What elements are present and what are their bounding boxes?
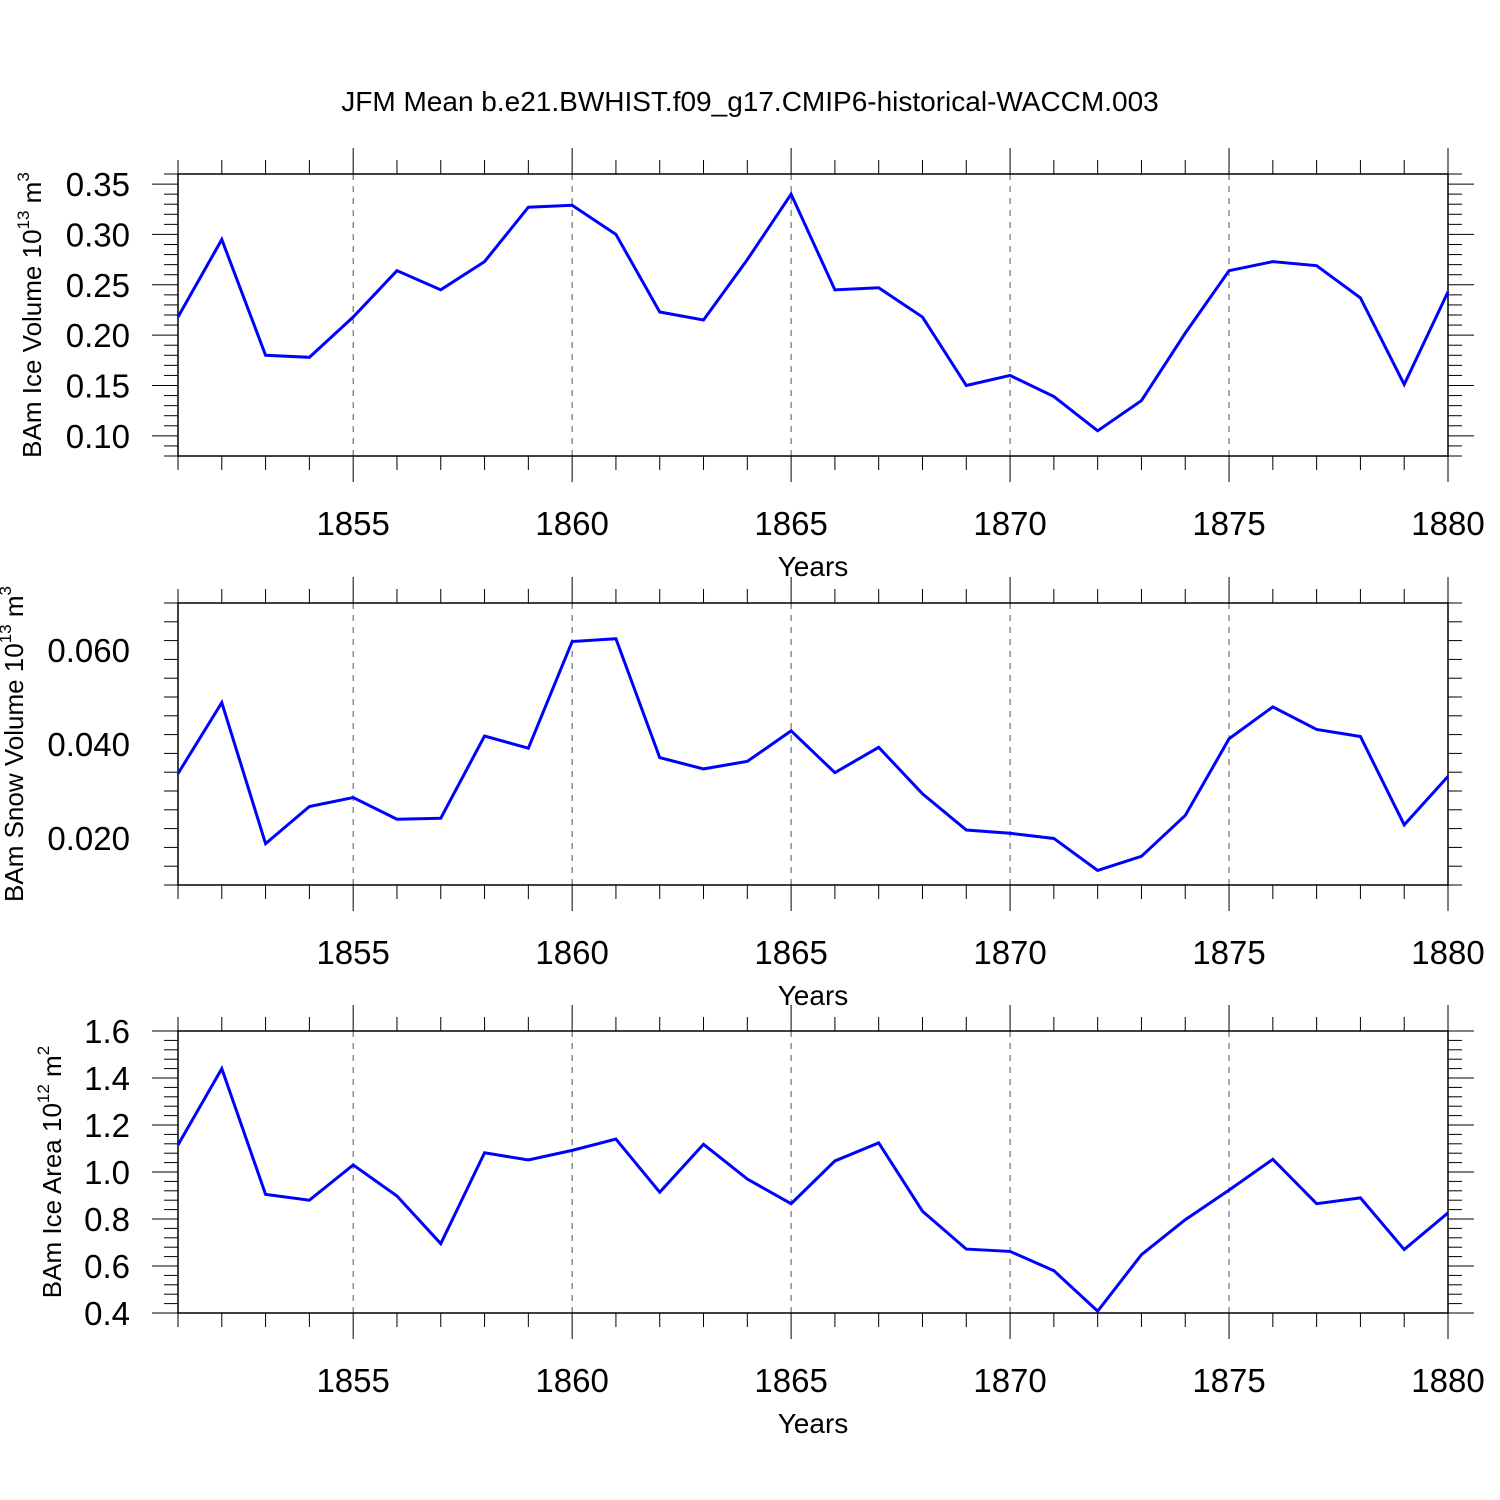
- x-tick-label: 1860: [535, 505, 608, 542]
- y-tick-label: 0.10: [66, 418, 130, 455]
- y-tick-label: 0.6: [84, 1248, 130, 1285]
- y-axis-label: BAm Snow Volume 1013 m3: [0, 586, 29, 902]
- x-tick-label: 1880: [1411, 505, 1484, 542]
- y-axis-label: BAm Ice Area 1012 m2: [34, 1046, 67, 1298]
- x-tick-label: 1865: [754, 1362, 827, 1399]
- y-label-text: BAm Ice Area 10: [37, 1103, 67, 1298]
- y-tick-label: 0.20: [66, 317, 130, 354]
- x-tick-label: 1865: [754, 505, 827, 542]
- x-tick-label: 1855: [316, 505, 389, 542]
- y-tick-label: 0.8: [84, 1201, 130, 1238]
- y-label-exponent: 13: [14, 211, 33, 230]
- x-tick-label: 1860: [535, 1362, 608, 1399]
- y-tick-label: 0.30: [66, 216, 130, 253]
- y-tick-label: 1.4: [84, 1060, 130, 1097]
- series-line: [176, 191, 1450, 433]
- x-tick-label: 1875: [1192, 505, 1265, 542]
- y-tick-label: 0.25: [66, 267, 130, 304]
- y-label-text: BAm Ice Volume 10: [17, 229, 47, 457]
- y-label-unit: m: [0, 595, 29, 624]
- x-axis-label: Years: [778, 1408, 849, 1439]
- x-tick-label: 1855: [316, 934, 389, 971]
- x-tick-label: 1870: [973, 934, 1046, 971]
- y-label-text: BAm Snow Volume 10: [0, 643, 29, 902]
- y-axis-label: BAm Ice Volume 1013 m3: [14, 172, 47, 458]
- plot-frame: [177, 1030, 1449, 1314]
- plot-panel-1: 1855 1860 1865 1870 1875 1880 Years 0.10 0.15 0.2…: [14, 148, 1485, 582]
- x-tick-label: 1860: [535, 934, 608, 971]
- y-tick-label: 1.2: [84, 1107, 130, 1144]
- y-label-exponent: 13: [0, 624, 15, 643]
- x-axis-label: Years: [778, 551, 849, 582]
- y-tick-label: 0.040: [47, 726, 130, 763]
- y-tick-label: 0.15: [66, 368, 130, 405]
- x-tick-label: 1855: [316, 1362, 389, 1399]
- x-tick-label: 1875: [1192, 934, 1265, 971]
- x-axis-label: Years: [778, 980, 849, 1011]
- y-label-unit: m: [37, 1055, 67, 1084]
- plot-frame: [177, 602, 1449, 886]
- x-tick-label: 1880: [1411, 1362, 1484, 1399]
- plot-panel-2: 1855 1860 1865 1870 1875 1880 Years 0.020 0.040 0…: [0, 577, 1485, 1011]
- y-tick-label: 1.0: [84, 1154, 130, 1191]
- x-tick-label: 1870: [973, 1362, 1046, 1399]
- x-tick-label: 1865: [754, 934, 827, 971]
- figure-title: JFM Mean b.e21.BWHIST.f09_g17.CMIP6-hist…: [341, 86, 1158, 117]
- y-label-unit-exponent: 3: [0, 586, 15, 595]
- y-tick-label: 0.020: [47, 820, 130, 857]
- y-tick-label: 1.6: [84, 1013, 130, 1050]
- y-label-unit-exponent: 2: [34, 1046, 53, 1055]
- x-tick-label: 1875: [1192, 1362, 1265, 1399]
- plot-frame: [177, 173, 1449, 457]
- x-tick-label: 1880: [1411, 934, 1484, 971]
- series-line: [176, 1065, 1449, 1314]
- plot-panel-3: 1855 1860 1865 1870 1875 1880 Years 0.4 0.6 0.8 1.…: [34, 1005, 1485, 1439]
- y-tick-label: 0.060: [47, 632, 130, 669]
- y-tick-label: 0.4: [84, 1295, 130, 1332]
- y-label-unit-exponent: 3: [14, 172, 33, 181]
- y-label-exponent: 12: [34, 1084, 53, 1103]
- series-line: [176, 637, 1450, 873]
- y-tick-label: 0.35: [66, 166, 130, 203]
- x-tick-label: 1870: [973, 505, 1046, 542]
- y-label-unit: m: [17, 182, 47, 211]
